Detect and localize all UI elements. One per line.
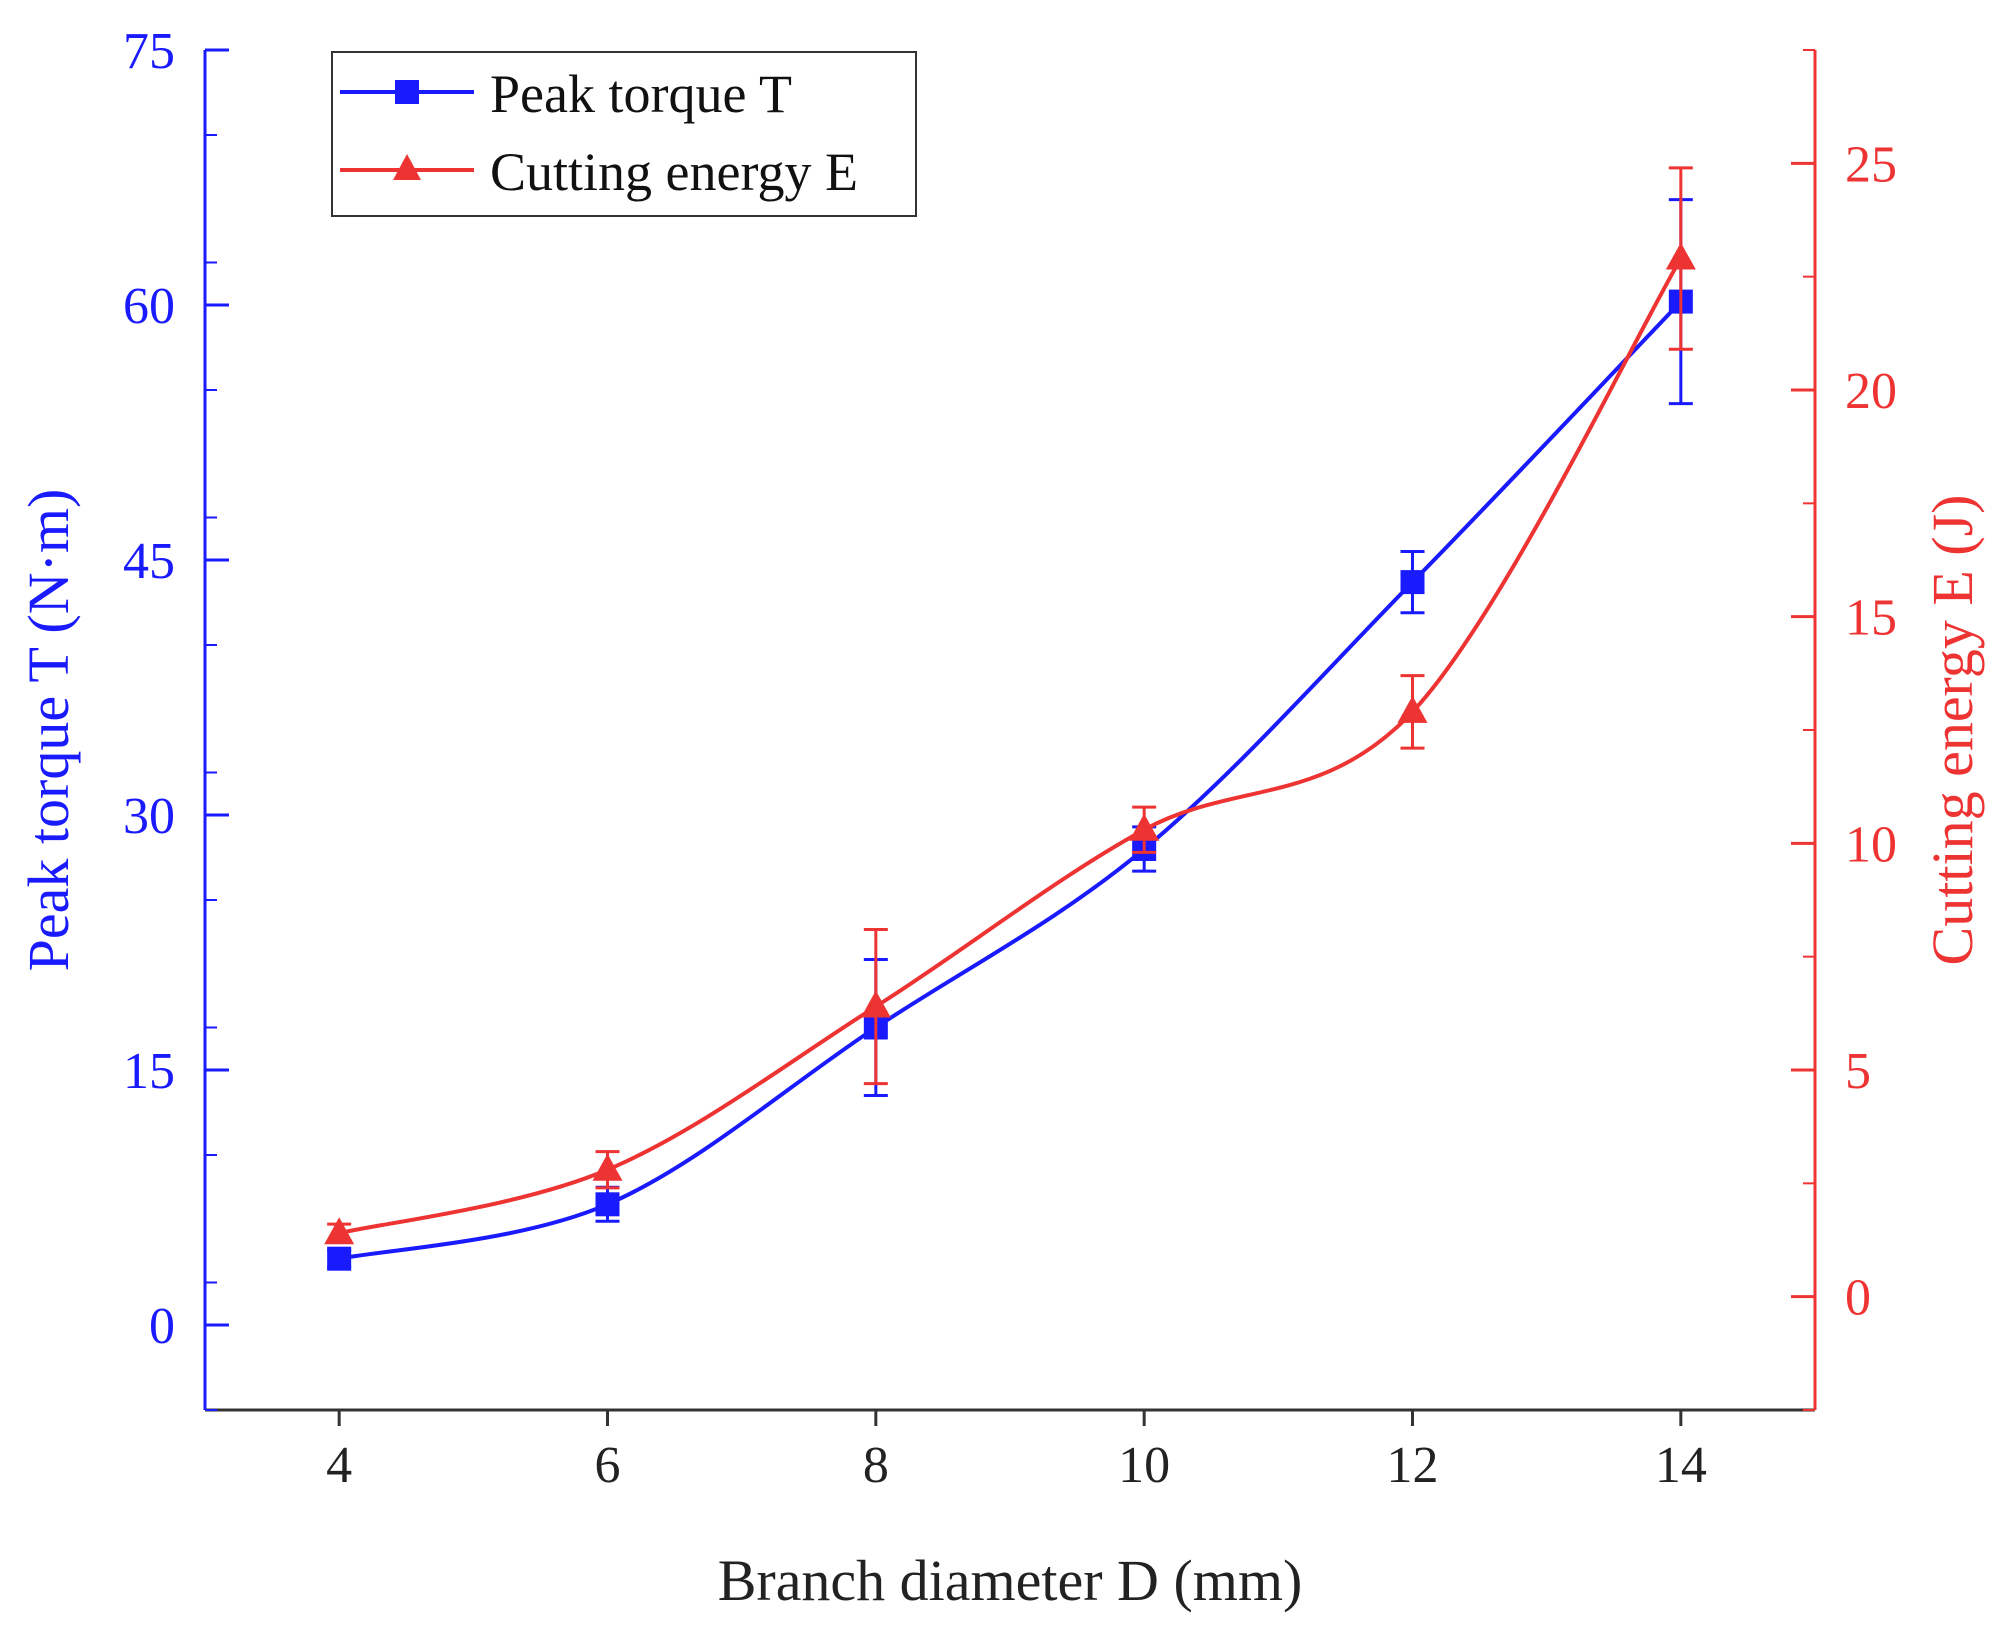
left-y-tick-label: 30 — [123, 788, 175, 845]
legend: Peak torque T Cutting energy E — [331, 51, 917, 217]
plot-layer: 4 6 8 10 12 14 0 15 30 45 60 75 0 5 10 15 20 25 — [123, 23, 1897, 1494]
right-y-tick-label: 0 — [1845, 1270, 1871, 1327]
x-tick-label: 10 — [1118, 1437, 1170, 1494]
data-point-peak-torque-t — [595, 1192, 620, 1217]
left-y-tick-label: 60 — [123, 278, 175, 335]
legend-box — [331, 51, 917, 217]
left-y-tick-label: 0 — [149, 1298, 175, 1355]
legend-marker-triangle — [393, 154, 421, 180]
data-point-peak-torque-t — [327, 1246, 352, 1271]
legend-label-cutting-energy: Cutting energy E — [490, 142, 858, 202]
right-y-tick-label: 20 — [1845, 363, 1897, 420]
x-tick-label: 14 — [1655, 1437, 1707, 1494]
data-point-cutting-energy-e — [1397, 695, 1428, 723]
right-y-tick-label: 15 — [1845, 590, 1897, 647]
x-tick-label: 8 — [863, 1437, 889, 1494]
left-y-tick-label: 45 — [123, 533, 175, 590]
data-point-cutting-energy-e — [324, 1217, 355, 1245]
data-point-cutting-energy-e — [1665, 242, 1696, 270]
data-point-peak-torque-t — [1400, 570, 1425, 595]
data-point-cutting-energy-e — [860, 990, 891, 1018]
x-tick-label: 12 — [1387, 1437, 1439, 1494]
data-point-cutting-energy-e — [1129, 813, 1160, 841]
series-line-peak-torque-t — [338, 300, 1683, 1261]
right-y-axis-label: Cutting energy E (J) — [1920, 495, 1985, 966]
x-axis-label: Branch diameter D (mm) — [718, 1548, 1303, 1613]
x-tick-label: 6 — [595, 1437, 621, 1494]
data-point-cutting-energy-e — [592, 1153, 623, 1181]
right-y-tick-label: 5 — [1845, 1043, 1871, 1100]
x-tick-label: 4 — [326, 1437, 352, 1494]
legend-marker-square — [395, 80, 419, 104]
series-line-cutting-energy-e — [338, 257, 1683, 1236]
right-y-tick-label: 25 — [1845, 136, 1897, 193]
left-y-axis-label: Peak torque T (N·m) — [16, 489, 81, 972]
legend-label-peak-torque: Peak torque T — [490, 64, 792, 124]
left-y-tick-label: 15 — [123, 1043, 175, 1100]
right-y-tick-label: 10 — [1845, 816, 1897, 873]
left-y-tick-label: 75 — [123, 23, 175, 80]
